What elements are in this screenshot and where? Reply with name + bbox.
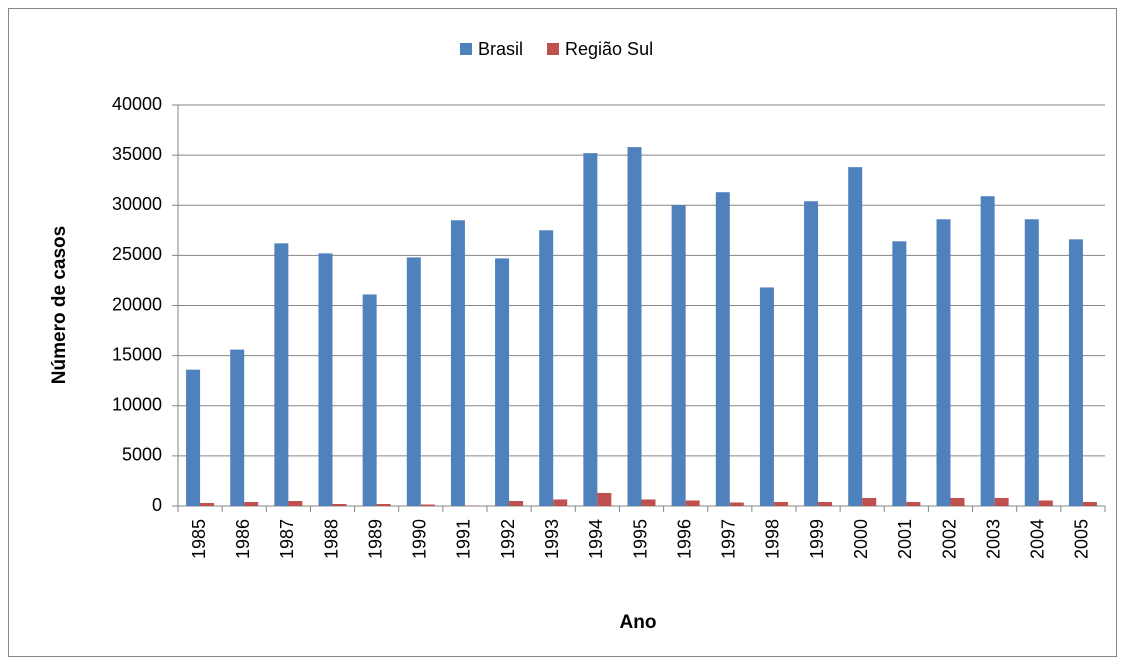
x-tick-label: 1993	[542, 519, 562, 559]
bar	[848, 167, 863, 506]
bar	[627, 147, 642, 507]
x-axis-title: Ano	[620, 612, 657, 633]
bar	[200, 502, 215, 506]
bar	[509, 500, 524, 506]
bar	[406, 257, 421, 506]
bar	[1068, 239, 1083, 506]
x-tick-label: 1997	[719, 519, 739, 559]
bar	[495, 258, 510, 506]
bar	[936, 219, 951, 506]
bar	[862, 497, 877, 506]
bar	[994, 497, 1009, 506]
bar	[892, 241, 907, 506]
bar	[818, 501, 833, 506]
bar	[583, 153, 598, 506]
bar	[230, 349, 245, 506]
bar	[420, 504, 435, 506]
x-tick-label: 2005	[1072, 519, 1092, 559]
legend-swatch	[547, 43, 560, 55]
bar	[318, 253, 333, 506]
bar	[980, 196, 995, 507]
bar	[759, 287, 774, 506]
bar	[450, 220, 465, 506]
x-tick-label: 1996	[674, 519, 694, 559]
bar	[1082, 501, 1097, 506]
x-tick-label: 1999	[807, 519, 827, 559]
y-tick-label: 30000	[112, 194, 162, 214]
y-tick-label: 5000	[122, 445, 162, 465]
bar	[288, 500, 303, 506]
x-tick-label: 1998	[763, 519, 783, 559]
y-tick-label: 0	[152, 495, 162, 515]
chart-border	[8, 8, 1117, 657]
y-tick-label: 15000	[112, 344, 162, 364]
bar	[539, 230, 554, 506]
x-tick-label: 2002	[939, 519, 959, 559]
bar	[376, 503, 391, 506]
y-tick-label: 35000	[112, 144, 162, 164]
bar	[597, 492, 612, 506]
bar	[685, 500, 700, 506]
x-tick-label: 1994	[586, 519, 606, 559]
bar	[553, 499, 568, 506]
legend-label: Brasil	[478, 39, 523, 59]
legend-label: Região Sul	[565, 39, 653, 59]
legend-swatch	[460, 43, 472, 55]
x-tick-label: 1988	[321, 519, 341, 559]
x-tick-label: 1992	[498, 519, 518, 559]
x-tick-label: 1995	[630, 519, 650, 559]
x-tick-label: 2001	[895, 519, 915, 559]
x-tick-label: 2003	[983, 519, 1003, 559]
bar	[362, 294, 377, 506]
x-tick-label: 1986	[233, 519, 253, 559]
x-tick-label: 1990	[410, 519, 430, 559]
x-tick-label: 2000	[851, 519, 871, 559]
bar	[1038, 500, 1053, 506]
y-tick-label: 10000	[112, 395, 162, 415]
bar	[244, 501, 259, 506]
bar	[671, 205, 686, 506]
x-tick-label: 2004	[1028, 519, 1048, 559]
x-tick-label: 1987	[277, 519, 297, 559]
bar	[332, 503, 347, 506]
x-tick-label: 1991	[454, 519, 474, 559]
y-tick-label: 20000	[112, 294, 162, 314]
y-axis-title: Número de casos	[49, 226, 70, 384]
bar	[641, 499, 656, 506]
bar	[729, 502, 744, 506]
bar	[274, 243, 289, 506]
y-tick-label: 40000	[112, 94, 162, 114]
bar	[715, 192, 730, 506]
x-tick-label: 1985	[189, 519, 209, 559]
bar	[804, 201, 819, 507]
x-tick-label: 1989	[365, 519, 385, 559]
bar	[950, 497, 965, 506]
bar	[1024, 219, 1039, 506]
bar	[186, 369, 201, 506]
bar	[464, 505, 479, 506]
y-tick-label: 25000	[112, 244, 162, 264]
bar	[906, 501, 921, 506]
bar	[773, 501, 788, 506]
